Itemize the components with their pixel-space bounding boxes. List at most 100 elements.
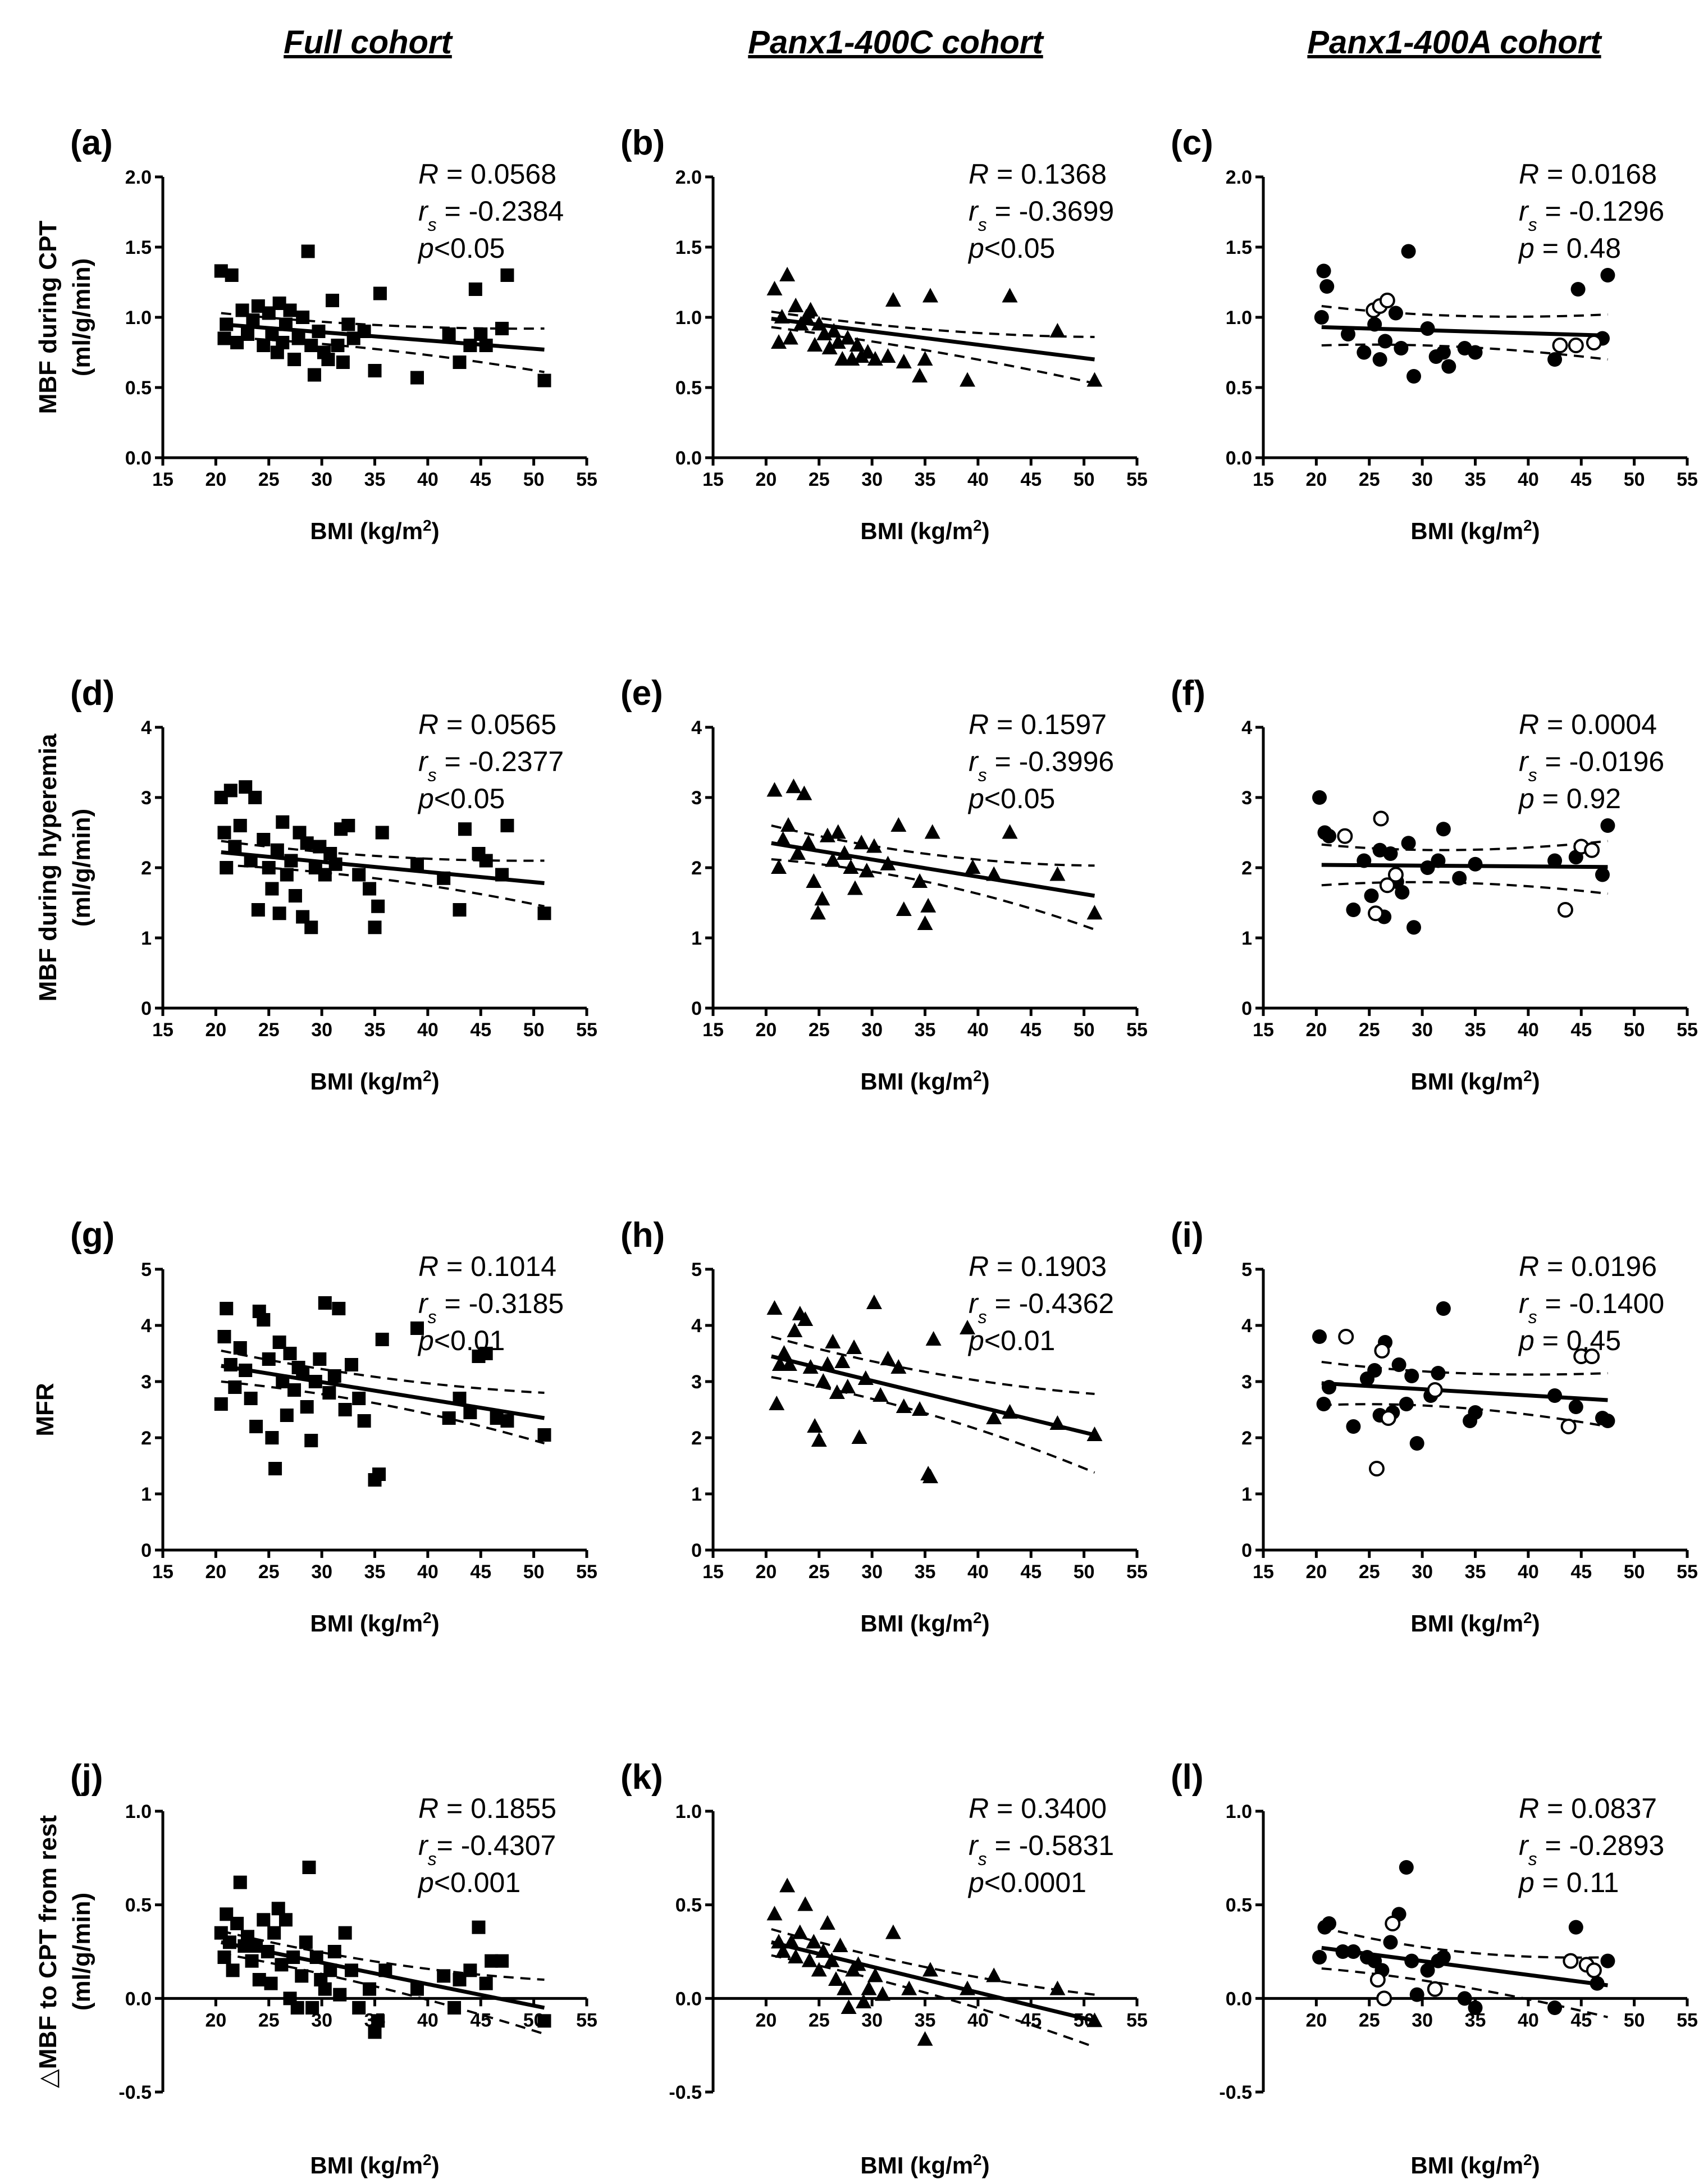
x-tick-label: 55 (1126, 1561, 1148, 1583)
data-point-filled (1409, 1987, 1424, 2002)
x-tick-label: 40 (1518, 1561, 1539, 1583)
column-title-panx1-400a: Panx1-400A cohort (1307, 24, 1602, 61)
data-point (856, 1994, 872, 2008)
data-point (890, 817, 907, 832)
y-tick-label: -0.5 (1219, 2082, 1252, 2103)
stat-p: p<0.01 (417, 1325, 505, 1356)
data-point-filled (1436, 822, 1451, 837)
data-point-filled (1346, 1419, 1361, 1434)
x-tick-label: 15 (702, 1561, 724, 1583)
data-point (924, 824, 940, 839)
data-point (304, 339, 318, 352)
panel-label: (c) (1171, 124, 1213, 162)
data-point (217, 826, 231, 840)
regression-line (221, 1364, 545, 1420)
data-point (327, 1369, 341, 1383)
stat-r: R = 0.0168 (1519, 158, 1657, 190)
data-point (220, 861, 234, 874)
data-point (307, 368, 321, 382)
y-tick-label: 0.5 (675, 1895, 702, 1916)
data-point (960, 372, 975, 387)
data-point (912, 368, 928, 382)
y-tick-label: 1 (691, 1484, 702, 1505)
data-point (323, 1963, 337, 1977)
data-point (217, 1330, 231, 1343)
data-point (811, 1962, 827, 1977)
data-point (275, 1958, 289, 1972)
y-tick-label: 0 (1241, 1540, 1252, 1561)
data-point (802, 1359, 819, 1374)
data-point-filled (1378, 334, 1393, 349)
data-point-filled (1367, 1363, 1382, 1378)
data-point-filled (1436, 1950, 1451, 1965)
data-point (239, 1364, 253, 1377)
data-point-filled (1322, 1380, 1337, 1394)
data-point (244, 1392, 258, 1405)
x-axis-title: BMI (kg/m2) (860, 1609, 989, 1637)
x-tick-label: 50 (523, 1561, 545, 1583)
data-point (896, 901, 912, 916)
data-point-open (1374, 1343, 1390, 1359)
stat-p: p = 0.11 (1518, 1867, 1619, 1898)
data-point (495, 1954, 509, 1968)
data-point (228, 840, 242, 854)
x-tick-label: 30 (1412, 2009, 1433, 2031)
data-point-filled (1431, 1366, 1446, 1380)
data-point (811, 316, 827, 331)
data-point-filled (1394, 341, 1409, 356)
x-tick-label: 20 (205, 1561, 226, 1583)
x-tick-label: 30 (861, 1019, 883, 1041)
data-point-filled (1314, 310, 1329, 325)
panel-e: (e) 0 1 2 3 4 15 20 25 30 35 40 45 50 55 BMI (kg/m2) R =… (620, 674, 1148, 1095)
data-point-filled (1547, 352, 1563, 367)
y-tick-label: 4 (141, 717, 152, 739)
data-point (846, 1339, 862, 1354)
data-point (495, 868, 509, 882)
data-point (537, 373, 551, 388)
data-point (352, 1392, 366, 1405)
data-point (344, 1963, 358, 1977)
data-point (776, 1345, 792, 1360)
y-tick-label: 2 (1241, 1428, 1252, 1449)
stat-r: R = 0.1368 (969, 158, 1107, 190)
data-point (223, 1358, 238, 1371)
data-point-filled (1383, 1935, 1398, 1950)
ci-lower-line (1321, 1967, 1608, 2018)
data-point-open (1368, 1461, 1385, 1476)
data-point-filled (1364, 888, 1379, 903)
data-point (796, 785, 812, 800)
x-tick-label: 55 (1126, 469, 1148, 490)
data-point (341, 317, 355, 331)
x-tick-label: 55 (1677, 1561, 1698, 1583)
row-ylabel-unit: (ml/g/min) (68, 258, 95, 376)
data-point (880, 348, 896, 363)
data-point (222, 1935, 236, 1949)
data-point (331, 339, 345, 352)
data-point-filled (1341, 327, 1355, 341)
data-point (437, 871, 451, 885)
data-point (352, 2001, 366, 2015)
y-tick-label: 5 (1241, 1259, 1252, 1280)
data-point (300, 836, 314, 850)
row-ylabel-3: △MBF to CPT from rest (ml/g/min) (34, 1815, 95, 2088)
x-axis-title: BMI (kg/m2) (1410, 517, 1540, 545)
data-point (296, 1366, 310, 1380)
data-point (230, 1917, 244, 1930)
data-point (300, 1400, 314, 1414)
x-tick-label: 45 (470, 1561, 491, 1583)
data-point (372, 1468, 386, 1481)
panel-label: (a) (70, 124, 113, 162)
data-point (1086, 372, 1103, 387)
data-point (880, 855, 896, 871)
y-tick-label: 0.0 (675, 1988, 702, 2009)
data-point (214, 1397, 228, 1411)
data-point (249, 1420, 263, 1433)
x-tick-label: 55 (576, 1019, 597, 1041)
data-point (251, 903, 265, 917)
data-point (371, 2014, 385, 2028)
x-tick-label: 30 (861, 1561, 883, 1583)
data-point (837, 1980, 853, 1995)
data-point (336, 356, 350, 369)
